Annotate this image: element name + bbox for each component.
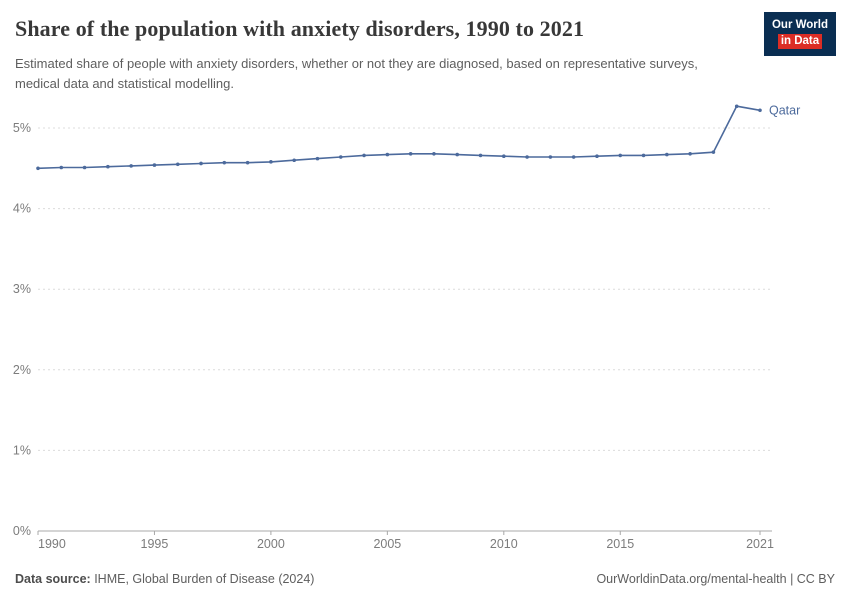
data-point [129,164,133,168]
data-point [502,154,506,159]
owid-url-link[interactable]: OurWorldinData.org/mental-health | CC BY [596,572,835,586]
chart-footer: Data source: IHME, Global Burden of Dise… [15,572,835,586]
y-tick-label: 0% [13,524,31,538]
x-tick-label: 2005 [373,537,401,551]
x-tick-label: 2000 [257,537,285,551]
data-point [59,165,64,170]
data-point [245,160,250,165]
x-tick-label: 1995 [141,537,169,551]
data-point [408,151,413,156]
data-point [106,164,110,169]
y-tick-label: 5% [13,121,31,135]
series-line [37,105,761,170]
data-source: Data source: IHME, Global Burden of Dise… [15,572,314,586]
data-point [548,155,553,159]
y-tick-label: 1% [13,443,31,457]
data-point [525,155,529,159]
x-tick-label: 2021 [746,537,774,551]
data-source-text: IHME, Global Burden of Disease (2024) [90,572,315,586]
data-point [338,155,343,159]
data-point [315,156,320,161]
data-point [641,153,646,158]
data-point [152,163,157,167]
x-tick-label: 2015 [606,537,634,551]
data-source-label: Data source: [15,572,91,586]
data-point [688,151,692,156]
data-point [36,166,40,171]
data-point [432,151,436,156]
chart-title: Share of the population with anxiety dis… [15,16,585,41]
data-point [758,108,762,113]
owid-logo-line1: Our World [771,19,828,31]
data-point [665,152,669,157]
series-end-label: Qatar [769,103,800,117]
x-tick-label: 1990 [38,537,66,551]
data-point [571,155,576,159]
y-tick-label: 4% [13,202,31,216]
data-point [222,160,227,165]
data-point [175,162,180,167]
data-point [478,153,483,158]
data-point [595,154,599,159]
y-tick-label: 2% [13,363,31,377]
chart-subtitle: Estimated share of people with anxiety d… [15,56,698,91]
line-chart: 0% 1% 2% 3% 4% 5% 1990 1995 2000 2005 2010 2015 2021… [13,103,800,551]
data-point [711,150,716,154]
data-point [199,161,203,166]
y-tick-label: 3% [13,282,31,296]
owid-logo-line2: in Data [777,33,823,49]
data-point [455,152,460,157]
data-point [269,160,273,164]
footer-link[interactable]: OurWorldinData.org/mental-health | CC BY [596,572,835,586]
data-point [362,153,366,158]
owid-logo[interactable]: Our World in Data [763,12,836,56]
data-point [385,152,390,157]
x-tick-label: 2010 [490,537,518,551]
data-point [82,165,87,170]
data-point [734,104,739,109]
data-point [292,158,296,163]
data-point [618,153,623,158]
